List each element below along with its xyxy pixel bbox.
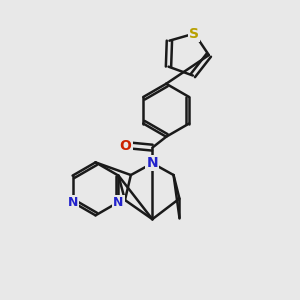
Text: N: N — [113, 196, 124, 208]
Text: N: N — [146, 156, 158, 170]
Text: S: S — [189, 27, 200, 40]
Text: N: N — [68, 196, 78, 208]
Text: O: O — [120, 139, 131, 153]
